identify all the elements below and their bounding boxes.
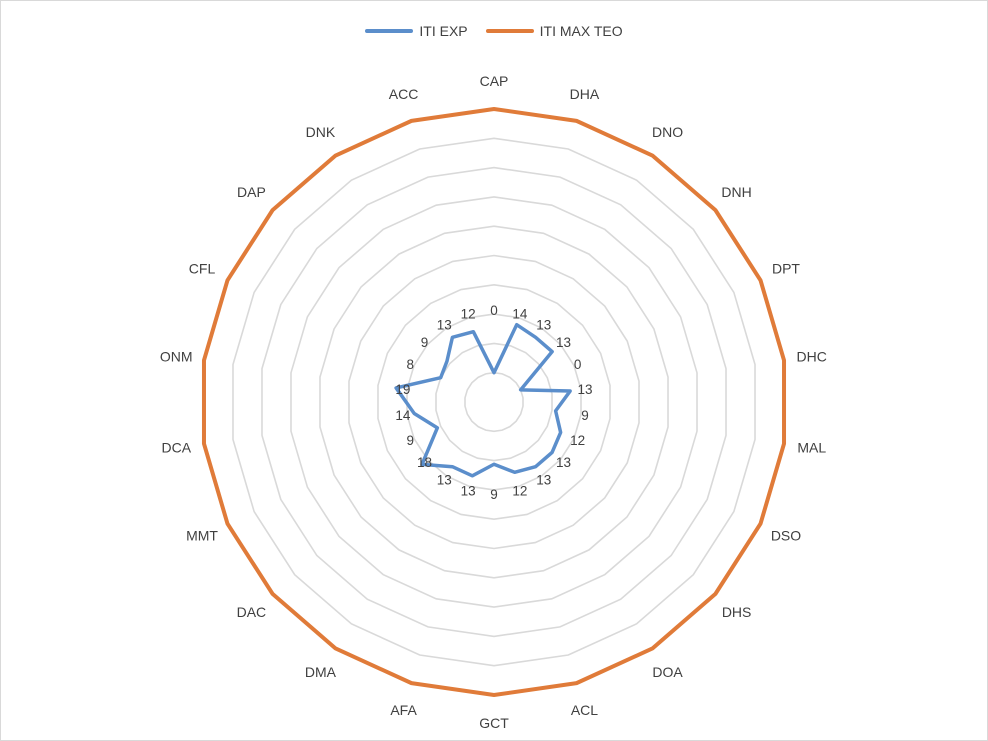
data-label: 12 [461, 307, 476, 322]
axis-label: DHS [722, 604, 752, 620]
legend-item-iti-exp: ITI EXP [365, 23, 468, 39]
data-label: 12 [512, 483, 527, 498]
data-label: 8 [407, 357, 415, 372]
axis-label: ONM [160, 348, 193, 364]
legend-label-iti-max-teo: ITI MAX TEO [539, 23, 623, 39]
axis-label: DAC [237, 604, 267, 620]
label-layer: CAP 0 DHA 14 DNO 13 DNH 13 DPT 0 DHC 13 MAL 9 DSO 12 DHS… [160, 73, 827, 731]
series-layer [201, 107, 787, 697]
legend-item-iti-max-teo: ITI MAX TEO [485, 23, 623, 39]
axis-label: DNH [721, 184, 751, 200]
data-label: 13 [556, 335, 571, 350]
grid-ring [261, 166, 727, 638]
data-label: 14 [512, 307, 528, 322]
data-label: 9 [581, 408, 589, 423]
axis-label: CAP [480, 73, 509, 89]
series-line-iti-exp [394, 322, 572, 478]
data-label: 0 [574, 357, 582, 372]
axis-label: DHC [797, 348, 827, 364]
data-label: 18 [417, 455, 432, 470]
legend-label-iti-exp: ITI EXP [419, 23, 468, 39]
data-label: 13 [536, 472, 551, 487]
data-label: 0 [490, 303, 498, 318]
data-label: 12 [570, 433, 585, 448]
data-label: 13 [556, 455, 571, 470]
legend-swatch-iti-exp [365, 29, 414, 33]
axis-label: DAP [237, 184, 266, 200]
data-label: 19 [395, 382, 410, 397]
data-label: 9 [407, 433, 415, 448]
grid-ring [435, 342, 553, 462]
data-label: 14 [395, 408, 411, 423]
axis-label: MMT [186, 527, 218, 543]
grid-ring [232, 137, 756, 667]
data-label: 13 [578, 382, 593, 397]
grid-ring [406, 313, 582, 491]
grid-ring [290, 196, 698, 608]
data-label: 13 [536, 318, 551, 333]
axis-label: GCT [479, 715, 509, 731]
axis-label: DNK [306, 124, 336, 140]
axis-label: DHA [570, 86, 600, 102]
axis-label: DNO [652, 124, 683, 140]
legend: ITI EXP ITI MAX TEO [1, 23, 987, 39]
data-label: 13 [437, 318, 452, 333]
axis-label: DCA [161, 440, 191, 456]
axis-label: MAL [797, 440, 826, 456]
axis-label: DSO [771, 527, 801, 543]
grid-ring [464, 371, 524, 433]
legend-swatch-iti-max-teo [485, 29, 534, 33]
grid-ring [377, 283, 611, 521]
axis-label: DMA [305, 664, 337, 680]
axis-label: DOA [652, 664, 683, 680]
data-label: 13 [437, 472, 452, 487]
data-label: 9 [490, 487, 498, 502]
grid-ring [348, 254, 640, 550]
axis-label: AFA [390, 702, 417, 718]
grid-ring [319, 225, 669, 579]
data-label: 9 [421, 335, 429, 350]
axis-label: ACC [389, 86, 419, 102]
axis-label: DPT [772, 261, 800, 277]
axis-label: ACL [571, 702, 598, 718]
data-label: 13 [461, 483, 476, 498]
grid-layer [203, 108, 785, 696]
axis-label: CFL [189, 261, 216, 277]
series-line-iti-max-teo [201, 107, 787, 697]
